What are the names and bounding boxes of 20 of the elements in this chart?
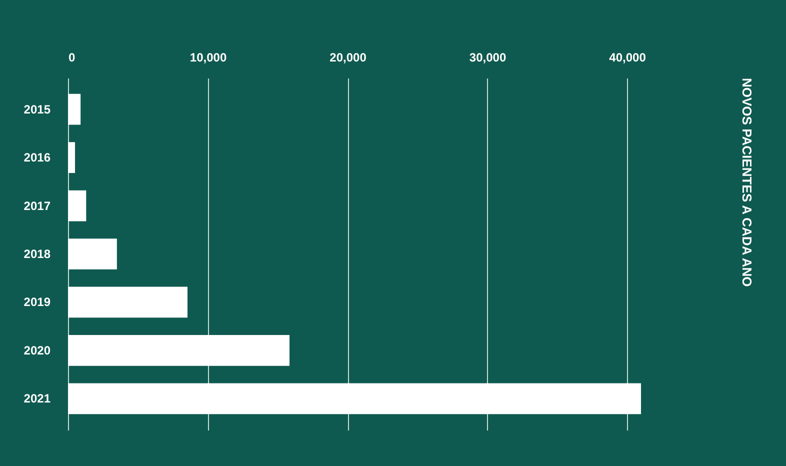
y-tick-label: 2015 [24, 102, 51, 116]
bar [68, 383, 641, 414]
y-tick-label: 2021 [24, 392, 51, 406]
x-tick-label: 0 [68, 50, 76, 64]
y-tick-label: 2017 [24, 198, 51, 213]
bar [68, 190, 86, 222]
x-tick-label: 10,000 [190, 50, 227, 64]
bar [68, 335, 290, 366]
text: NOVOS PACIENTES A CADA ANO [739, 78, 754, 287]
x-tick-label: 30,000 [469, 50, 506, 64]
y-tick-label: 2018 [24, 247, 51, 261]
x-tick-label: 20,000 [330, 50, 367, 64]
bar [68, 142, 75, 173]
y-tick-label: 2016 [24, 150, 51, 165]
y-tick-label: 2019 [24, 295, 51, 310]
x-tick-label: 40,000 [609, 50, 646, 64]
y-tick-label: 2020 [24, 343, 51, 358]
bar [68, 94, 81, 125]
bar [68, 238, 117, 270]
bar [68, 286, 188, 318]
